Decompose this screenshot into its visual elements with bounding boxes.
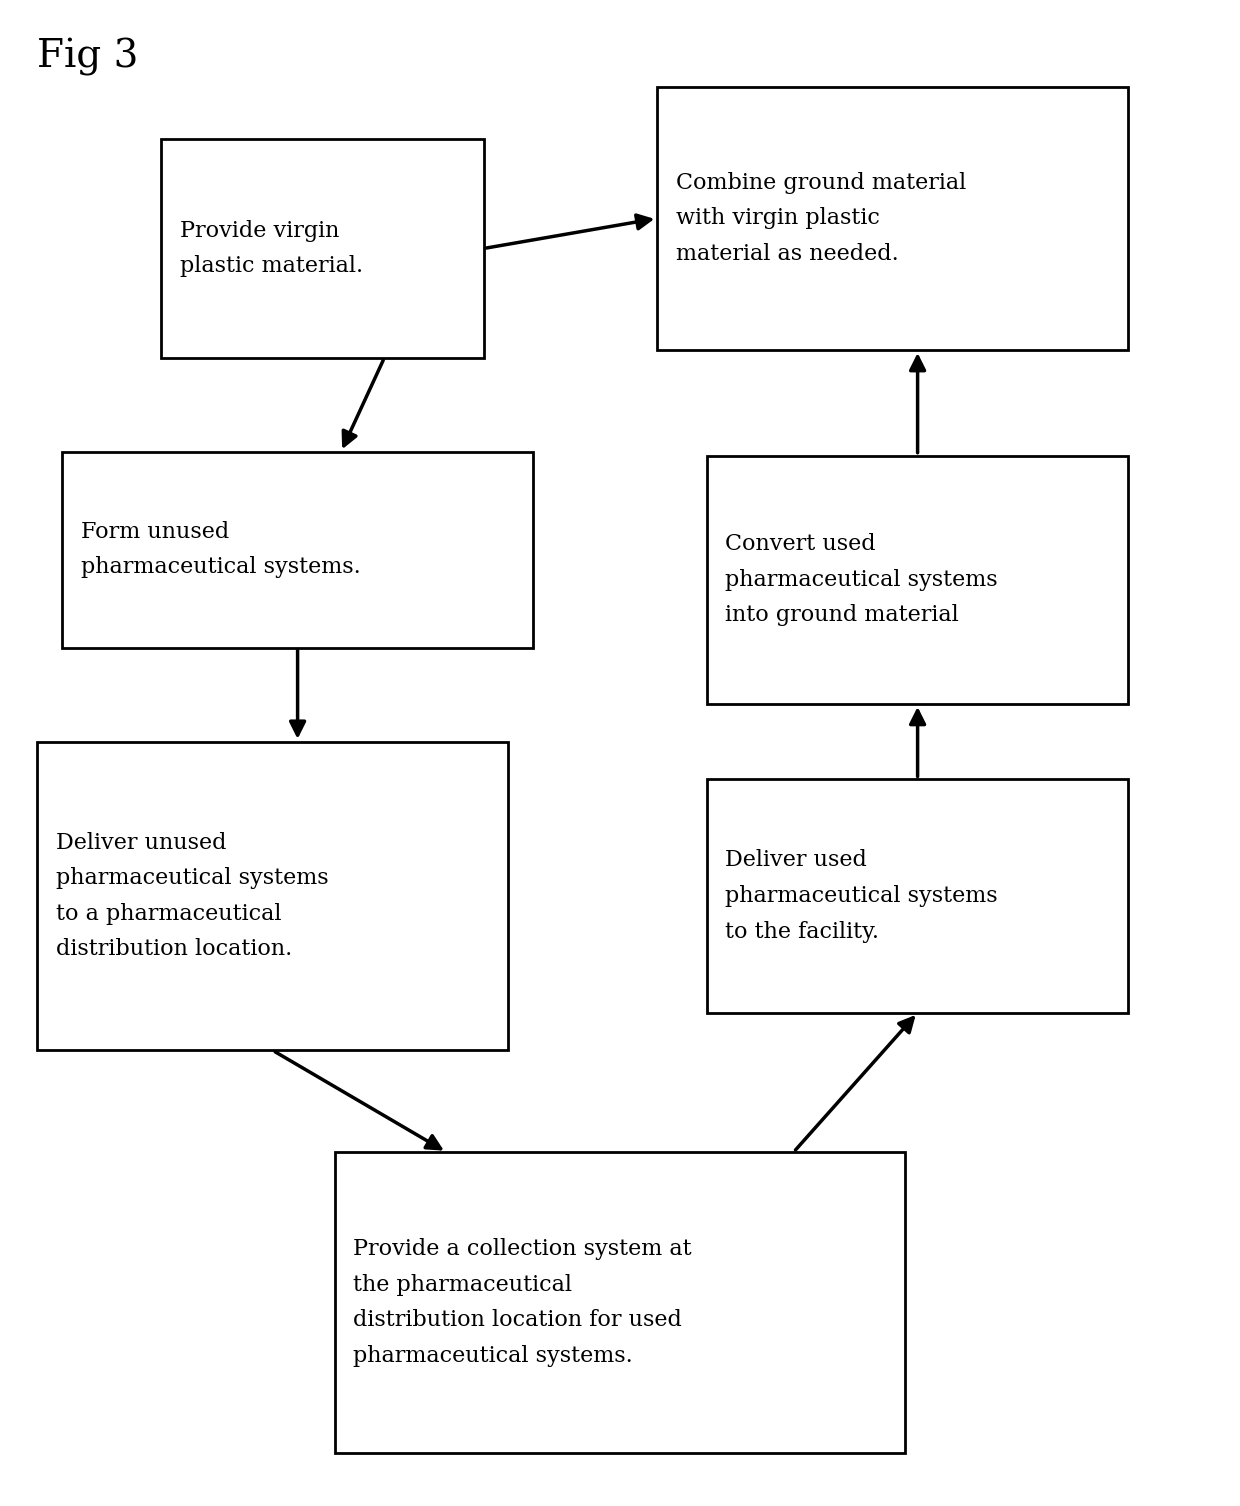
Text: Deliver used
pharmaceutical systems
to the facility.: Deliver used pharmaceutical systems to t… [725, 849, 998, 943]
FancyBboxPatch shape [707, 780, 1128, 1012]
FancyBboxPatch shape [707, 456, 1128, 705]
FancyBboxPatch shape [657, 87, 1128, 351]
FancyBboxPatch shape [37, 741, 508, 1051]
FancyBboxPatch shape [335, 1152, 905, 1453]
Text: Fig 3: Fig 3 [37, 38, 139, 75]
Text: Deliver unused
pharmaceutical systems
to a pharmaceutical
distribution location.: Deliver unused pharmaceutical systems to… [56, 831, 329, 961]
Text: Provide virgin
plastic material.: Provide virgin plastic material. [180, 220, 363, 277]
Text: Form unused
pharmaceutical systems.: Form unused pharmaceutical systems. [81, 521, 361, 578]
FancyBboxPatch shape [62, 452, 533, 648]
FancyBboxPatch shape [161, 140, 484, 358]
Text: Combine ground material
with virgin plastic
material as needed.: Combine ground material with virgin plas… [676, 172, 966, 265]
Text: Convert used
pharmaceutical systems
into ground material: Convert used pharmaceutical systems into… [725, 533, 998, 626]
Text: Provide a collection system at
the pharmaceutical
distribution location for used: Provide a collection system at the pharm… [353, 1238, 692, 1367]
